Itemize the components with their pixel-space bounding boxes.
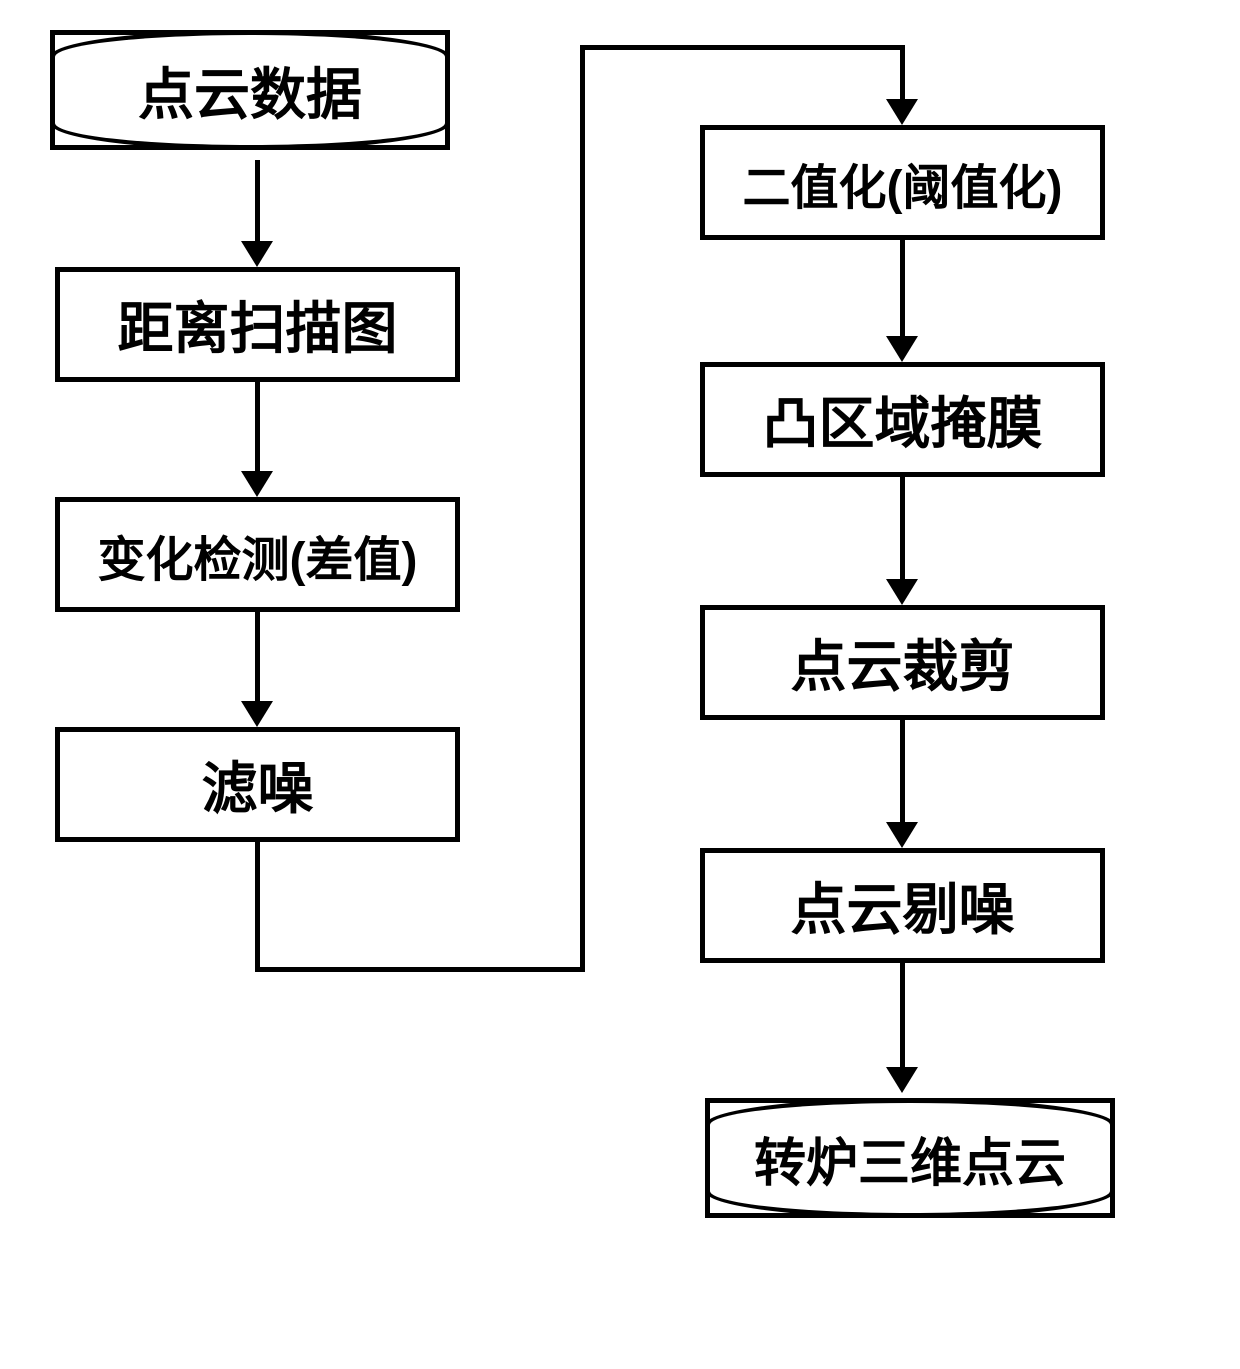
- flowchart-container: 点云数据 距离扫描图 变化检测(差值) 滤噪 二值化(阈值化) 凸区域掩膜 点云…: [0, 0, 1240, 1369]
- connector-v1: [255, 842, 260, 972]
- process-step6: 点云裁剪: [700, 605, 1105, 720]
- arrowhead-1: [241, 241, 273, 267]
- process-step5: 凸区域掩膜: [700, 362, 1105, 477]
- process-step5-label: 凸区域掩膜: [763, 379, 1043, 460]
- arrow-3: [255, 612, 260, 705]
- arrowhead-3: [241, 701, 273, 727]
- arrow-2: [255, 382, 260, 475]
- process-step6-label: 点云裁剪: [791, 622, 1015, 703]
- terminal-start: 点云数据: [50, 30, 450, 150]
- process-step3-label: 滤噪: [202, 744, 314, 825]
- process-step4-label: 二值化(阈值化): [743, 148, 1063, 218]
- process-step2-label: 变化检测(差值): [98, 520, 418, 590]
- process-step4: 二值化(阈值化): [700, 125, 1105, 240]
- process-step2: 变化检测(差值): [55, 497, 460, 612]
- arrowhead-6: [886, 579, 918, 605]
- arrow-8: [900, 963, 905, 1071]
- arrow-5: [900, 240, 905, 340]
- arrow-6: [900, 477, 905, 583]
- terminal-end: 转炉三维点云: [705, 1098, 1115, 1218]
- connector-h1: [255, 967, 585, 972]
- arrowhead-2: [241, 471, 273, 497]
- terminal-start-label: 点云数据: [138, 50, 362, 131]
- arrowhead-5: [886, 336, 918, 362]
- process-step1-label: 距离扫描图: [118, 284, 398, 365]
- connector-v3: [900, 45, 905, 103]
- process-step7-label: 点云剔噪: [791, 865, 1015, 946]
- arrowhead-8: [886, 1067, 918, 1093]
- arrow-7: [900, 720, 905, 826]
- arrowhead-7: [886, 822, 918, 848]
- arrowhead-4: [886, 99, 918, 125]
- connector-v2: [580, 45, 585, 972]
- connector-h2: [580, 45, 905, 50]
- arrow-1: [255, 160, 260, 245]
- process-step3: 滤噪: [55, 727, 460, 842]
- terminal-end-label: 转炉三维点云: [754, 1121, 1066, 1196]
- process-step1: 距离扫描图: [55, 267, 460, 382]
- process-step7: 点云剔噪: [700, 848, 1105, 963]
